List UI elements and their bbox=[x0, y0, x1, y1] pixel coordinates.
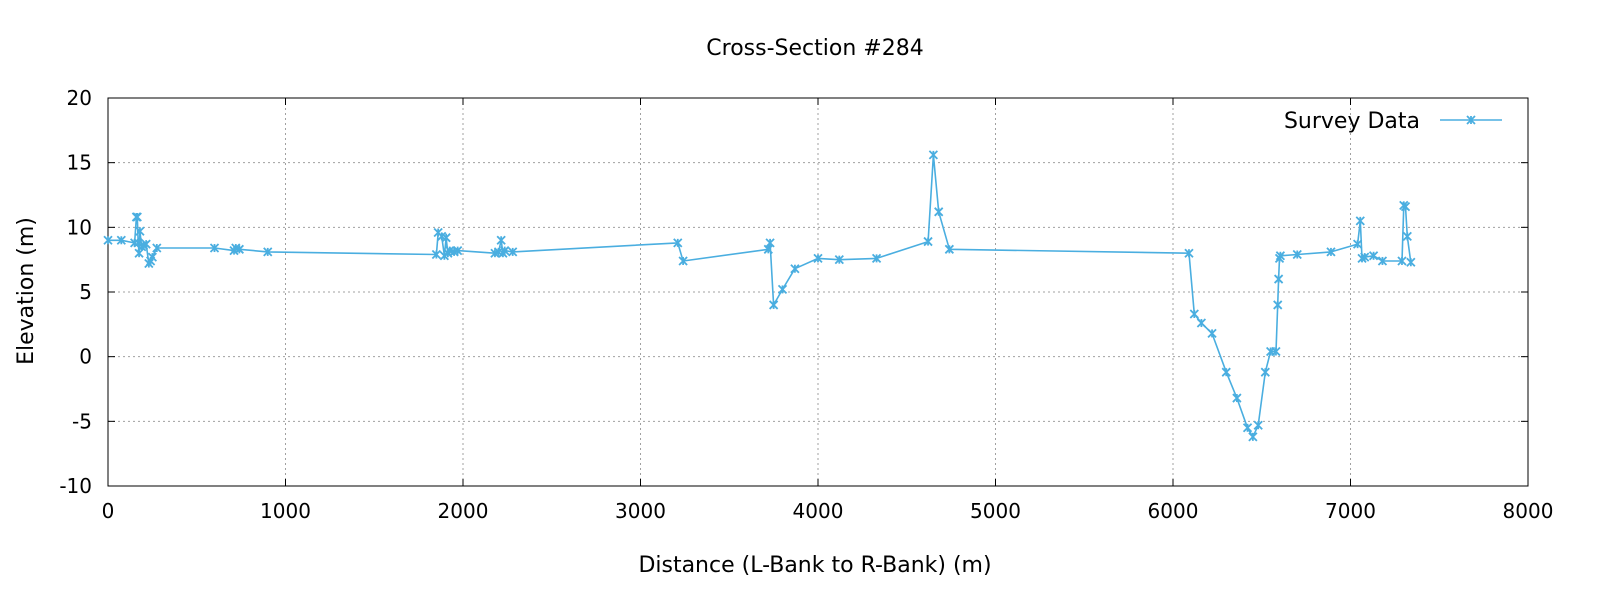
data-point bbox=[147, 252, 158, 262]
y-tick-label: 20 bbox=[67, 86, 92, 110]
data-point bbox=[1402, 231, 1412, 242]
data-point bbox=[1253, 420, 1263, 430]
data-point bbox=[1400, 202, 1411, 212]
data-point bbox=[944, 244, 954, 254]
series-survey-data bbox=[103, 150, 1416, 442]
data-point bbox=[1196, 318, 1207, 328]
data-point bbox=[1260, 367, 1270, 377]
x-tick-label: 1000 bbox=[260, 499, 311, 523]
data-point bbox=[1248, 432, 1258, 442]
data-point bbox=[496, 235, 506, 245]
x-tick-label: 6000 bbox=[1148, 499, 1199, 523]
data-point bbox=[777, 284, 788, 295]
data-point bbox=[116, 235, 126, 245]
data-point bbox=[1232, 393, 1242, 403]
data-point bbox=[768, 300, 779, 310]
data-point bbox=[1466, 115, 1476, 125]
x-tick-label: 0 bbox=[102, 499, 115, 523]
y-tick-label: 0 bbox=[79, 345, 92, 369]
data-point bbox=[1352, 239, 1363, 249]
x-tick-label: 8000 bbox=[1503, 499, 1554, 523]
data-point bbox=[1368, 251, 1379, 261]
data-point bbox=[765, 238, 775, 248]
y-tick-label: 15 bbox=[67, 151, 92, 175]
data-point bbox=[1207, 328, 1217, 339]
data-point bbox=[1271, 346, 1281, 357]
data-point bbox=[1406, 257, 1416, 267]
data-point bbox=[441, 233, 451, 243]
data-point bbox=[813, 253, 823, 264]
data-point bbox=[508, 247, 518, 257]
y-axis-title: Elevation (m) bbox=[14, 217, 39, 365]
x-axis-ticks: 0 1000 2000 3000 4000 5000 6000 7000 8000 bbox=[102, 98, 1554, 523]
x-tick-label: 3000 bbox=[615, 499, 666, 523]
y-tick-label: 10 bbox=[67, 215, 92, 239]
data-point bbox=[152, 243, 162, 253]
data-point bbox=[673, 238, 683, 248]
data-point bbox=[871, 253, 882, 264]
data-point bbox=[263, 247, 273, 257]
y-axis-ticks: -10 -5 0 5 10 15 20 bbox=[59, 86, 1528, 498]
data-point bbox=[1377, 256, 1388, 266]
legend-marker bbox=[1466, 115, 1476, 125]
data-point bbox=[923, 236, 933, 247]
y-tick-label: -5 bbox=[72, 409, 92, 433]
data-point bbox=[1242, 423, 1253, 433]
x-tick-label: 7000 bbox=[1325, 499, 1376, 523]
data-point bbox=[431, 249, 442, 260]
data-point bbox=[790, 264, 800, 274]
data-point bbox=[1360, 252, 1370, 262]
data-point bbox=[934, 207, 944, 217]
data-point bbox=[1184, 248, 1194, 258]
legend-label: Survey Data bbox=[1284, 109, 1420, 134]
data-point bbox=[209, 243, 220, 253]
data-point bbox=[1355, 216, 1365, 226]
x-axis-title: Distance (L-Bank to R-Bank) (m) bbox=[638, 553, 991, 578]
data-point bbox=[1273, 274, 1284, 284]
data-point bbox=[1275, 251, 1286, 261]
x-tick-label: 4000 bbox=[793, 499, 844, 523]
data-point bbox=[453, 245, 463, 256]
data-point bbox=[132, 212, 142, 222]
data-point bbox=[1221, 367, 1231, 377]
data-point bbox=[500, 245, 510, 256]
data-point bbox=[1326, 247, 1336, 257]
data-point bbox=[1273, 300, 1283, 310]
data-point bbox=[834, 255, 844, 265]
data-point bbox=[135, 226, 145, 236]
data-point bbox=[1397, 256, 1407, 266]
grid bbox=[108, 98, 1528, 486]
series-line bbox=[108, 154, 1412, 438]
y-tick-label: 5 bbox=[79, 280, 92, 304]
y-tick-label: -10 bbox=[59, 474, 92, 498]
data-point bbox=[141, 239, 151, 249]
data-point bbox=[928, 150, 939, 160]
chart-title: Cross-Section #284 bbox=[706, 36, 923, 61]
data-point bbox=[103, 235, 113, 245]
legend: Survey Data bbox=[1284, 109, 1502, 134]
data-point bbox=[1189, 309, 1199, 319]
data-point bbox=[678, 256, 688, 266]
x-tick-label: 5000 bbox=[970, 499, 1021, 523]
data-point bbox=[234, 244, 244, 254]
x-tick-label: 2000 bbox=[438, 499, 489, 523]
data-point bbox=[1292, 249, 1302, 260]
